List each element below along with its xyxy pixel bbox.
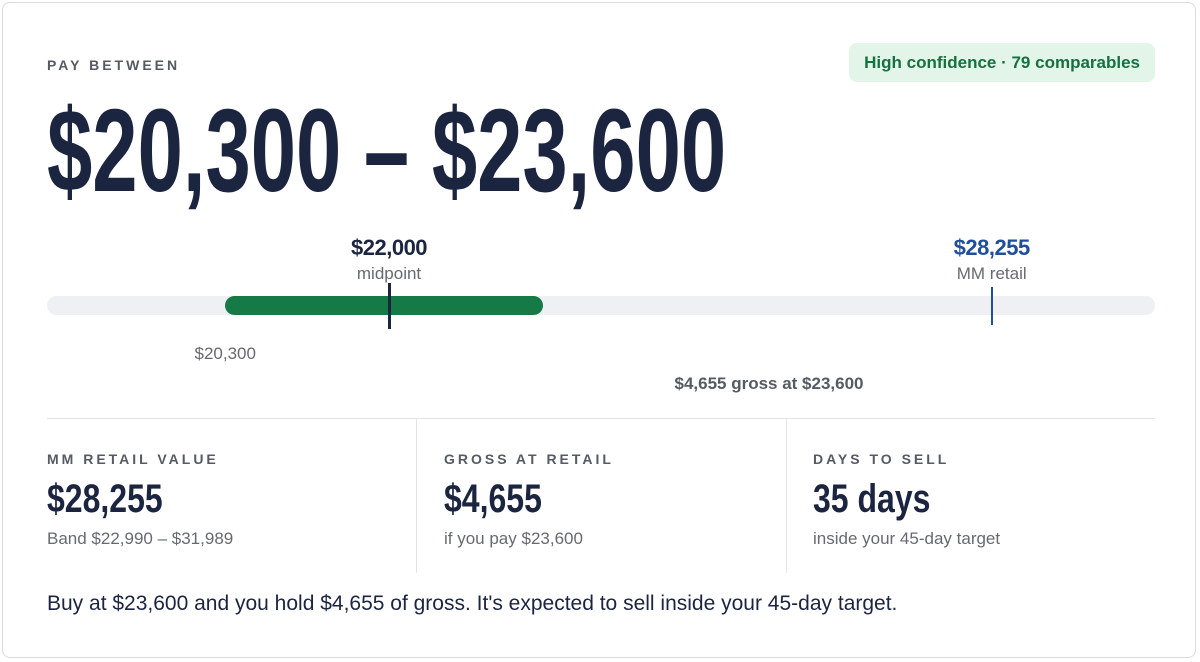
marker-line xyxy=(990,287,993,325)
marker-value: $28,255 xyxy=(953,235,1031,260)
divider xyxy=(786,418,787,573)
stat-value: $4,655 xyxy=(444,477,542,521)
stat-label: GROSS AT RETAIL xyxy=(444,451,614,467)
headline: $20,300 – $23,600 xyxy=(47,85,727,217)
stat-note: Band $22,990 – $31,989 xyxy=(47,529,234,548)
marker-value: $22,000 xyxy=(351,235,428,260)
divider xyxy=(416,418,417,573)
confidence-badge: High confidence · 79 comparables xyxy=(849,43,1155,82)
stat-value: $28,255 xyxy=(47,477,163,521)
range-note: $4,655 gross at $23,600 xyxy=(674,374,864,393)
stat-label: MM RETAIL VALUE xyxy=(47,451,219,467)
range-band xyxy=(225,296,544,315)
note-row: $4,655 gross at $23,600 xyxy=(3,374,1199,394)
stat-note: inside your 45-day target xyxy=(813,529,1001,548)
band-low-label: $20,300 xyxy=(194,344,256,363)
stat-label: DAYS TO SELL xyxy=(813,451,950,467)
stat-note: if you pay $23,600 xyxy=(444,529,583,548)
eyebrow: PAY BETWEEN xyxy=(47,57,181,73)
stat-value: 35 days xyxy=(813,477,931,521)
marker-caption: midpoint xyxy=(356,264,422,283)
summary: Buy at $23,600 and you hold $4,655 of gr… xyxy=(47,592,898,615)
range-track xyxy=(47,296,1155,315)
marker-line xyxy=(387,283,391,329)
marker-caption: MM retail xyxy=(956,264,1027,283)
divider xyxy=(47,418,1155,419)
